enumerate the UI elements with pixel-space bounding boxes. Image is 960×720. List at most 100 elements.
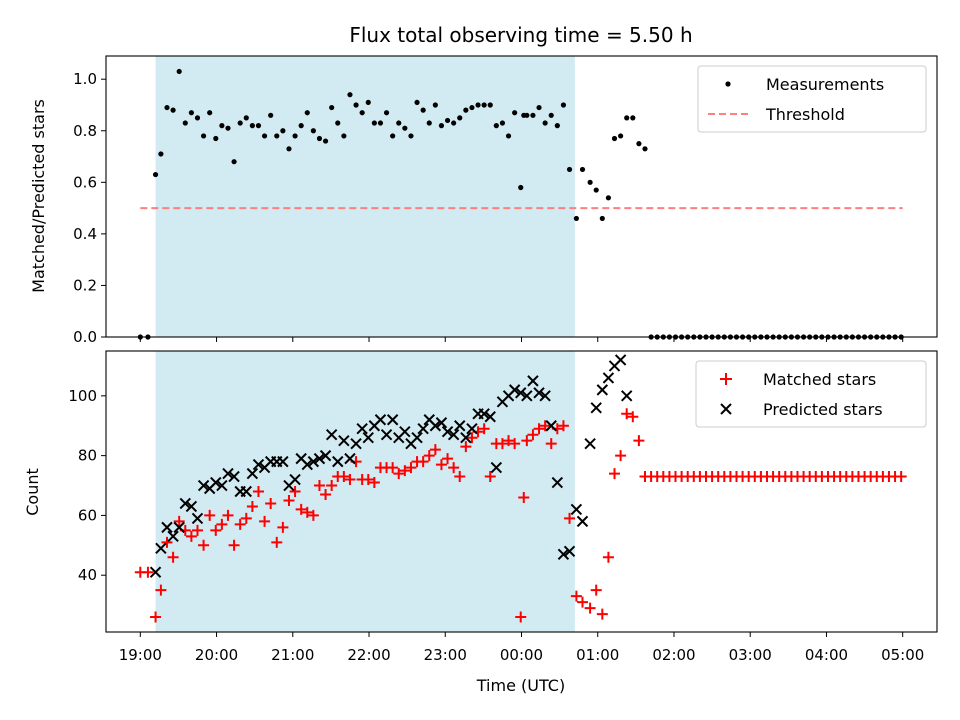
matched-point <box>454 471 466 483</box>
matched-point <box>246 500 258 512</box>
matched-point <box>198 539 210 551</box>
x-axis-label: Time (UTC) <box>476 676 565 695</box>
predicted-point <box>185 500 198 513</box>
predicted-point <box>614 354 627 366</box>
x-tick-label: 21:00 <box>271 646 314 664</box>
measurement-point <box>487 102 493 108</box>
measurement-point <box>420 107 426 113</box>
predicted-point <box>441 426 454 438</box>
measurement-point <box>579 166 586 173</box>
matched-point <box>484 471 496 483</box>
predicted-point <box>602 372 615 384</box>
matched-point <box>545 438 557 450</box>
y-tick-label: 0.4 <box>73 225 97 243</box>
predicted-point <box>570 503 583 516</box>
legend-predicted-label: Predicted stars <box>763 400 883 419</box>
matched-point <box>173 515 185 527</box>
matched-point <box>271 536 283 548</box>
y-tick-label: 100 <box>68 387 97 405</box>
matched-point <box>429 444 441 456</box>
matched-point <box>609 468 621 480</box>
predicted-point <box>222 467 234 480</box>
measurement-point <box>261 133 268 139</box>
measurement-point <box>280 128 286 134</box>
predicted-point <box>435 417 448 429</box>
matched-point <box>222 509 234 521</box>
predicted-point <box>417 423 429 435</box>
measurement-point <box>359 110 365 116</box>
predicted-point <box>167 530 179 543</box>
predicted-point <box>277 455 289 468</box>
measurement-point <box>188 110 194 116</box>
measurement-point <box>396 120 402 126</box>
predicted-point <box>344 452 356 465</box>
measurement-point <box>524 112 530 118</box>
matched-point <box>265 497 277 509</box>
y-tick-label: 1.0 <box>73 70 97 88</box>
measurement-point <box>231 159 237 165</box>
matched-point <box>234 518 246 530</box>
measurement-point <box>542 120 548 126</box>
matched-point <box>533 423 545 435</box>
measurement-point <box>444 117 451 124</box>
predicted-point <box>197 479 210 492</box>
top-y-axis: 0.0 0.2 0.4 0.6 0.8 1.0 <box>73 70 106 346</box>
measurement-point <box>219 123 225 129</box>
measurement-point <box>341 133 347 139</box>
matched-stars-series <box>134 408 907 623</box>
matched-point <box>448 462 460 474</box>
predicted-point <box>338 434 350 447</box>
measurement-point <box>618 133 624 139</box>
matched-point <box>405 462 417 474</box>
predicted-point <box>590 402 602 414</box>
measurement-point <box>481 102 487 108</box>
predicted-point <box>527 375 539 387</box>
measurement-point <box>560 102 567 108</box>
matched-point <box>539 420 551 432</box>
measurement-point <box>457 115 463 121</box>
matched-point <box>295 503 307 515</box>
x-tick-label: 01:00 <box>576 646 619 664</box>
matched-point <box>307 509 319 521</box>
measurement-point <box>624 115 630 121</box>
bottom-panel-frame <box>105 350 938 633</box>
measurement-point <box>390 133 396 139</box>
x-tick-label: 03:00 <box>729 646 772 664</box>
predicted-point <box>191 512 204 525</box>
y-tick-label: 0.0 <box>73 328 97 346</box>
measurement-point <box>469 104 475 111</box>
predicted-point <box>173 521 185 534</box>
measurement-point <box>554 123 560 129</box>
measurement-point <box>414 99 420 106</box>
measurement-point <box>605 195 612 201</box>
measurement-point <box>566 166 573 173</box>
bottom-legend-box <box>695 360 927 428</box>
predicted-point <box>621 390 633 402</box>
matched-point <box>228 539 240 551</box>
matched-point <box>161 536 173 548</box>
predicted-point <box>563 545 576 557</box>
predicted-point <box>576 515 589 528</box>
predicted-point <box>454 420 466 432</box>
matched-point <box>527 429 539 441</box>
predicted-point <box>399 426 411 438</box>
predicted-point <box>252 458 265 471</box>
matched-point <box>435 459 447 471</box>
predicted-point <box>533 387 545 399</box>
measurement-point <box>451 120 457 126</box>
predicted-point <box>557 548 570 560</box>
matched-point <box>496 438 508 450</box>
matched-point <box>167 551 179 563</box>
top-y-axis-label: Matched/Predicted stars <box>29 99 48 293</box>
legend-matched-label: Matched stars <box>763 370 876 389</box>
matched-point <box>621 408 633 420</box>
predicted-point <box>149 566 162 578</box>
predicted-point <box>356 423 368 435</box>
matched-point <box>417 456 429 468</box>
legend-measurements-marker <box>725 81 731 87</box>
predicted-point <box>332 455 344 468</box>
matched-point <box>210 524 222 536</box>
y-tick-label: 80 <box>78 447 97 465</box>
measurement-point <box>573 215 579 222</box>
